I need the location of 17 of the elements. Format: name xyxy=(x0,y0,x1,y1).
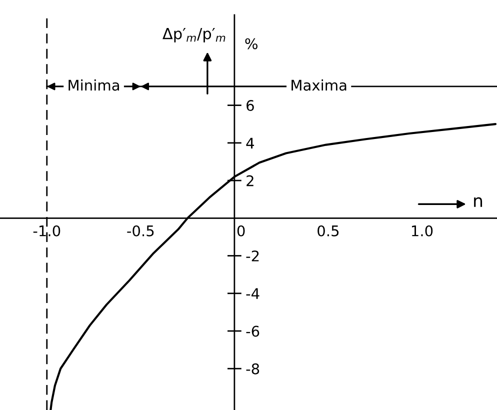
y-tick-label: -6 xyxy=(246,326,260,337)
annotation: % xyxy=(245,38,258,50)
y-tick-label: 2 xyxy=(246,175,254,186)
annotation: Maxima xyxy=(292,79,346,91)
y-tick-label: -2 xyxy=(246,250,259,262)
x-tick-label: 0.5 xyxy=(318,225,339,236)
y-axis-title: Δp′$_{m}$/p′$_{m}$ xyxy=(162,28,226,42)
y-tick-label: -8 xyxy=(246,363,260,374)
y-tick-label: -4 xyxy=(246,288,260,299)
y-tick-label: 6 xyxy=(246,100,254,112)
x-tick-label: 0 xyxy=(237,225,245,236)
annotation: Minima xyxy=(68,79,119,91)
x-tick-label: -0.5 xyxy=(127,225,154,236)
x-tick-label: -1.0 xyxy=(33,225,60,236)
x-axis-title: n xyxy=(474,197,482,207)
x-tick-label: 1.0 xyxy=(412,225,433,236)
y-tick-label: 4 xyxy=(246,138,254,148)
